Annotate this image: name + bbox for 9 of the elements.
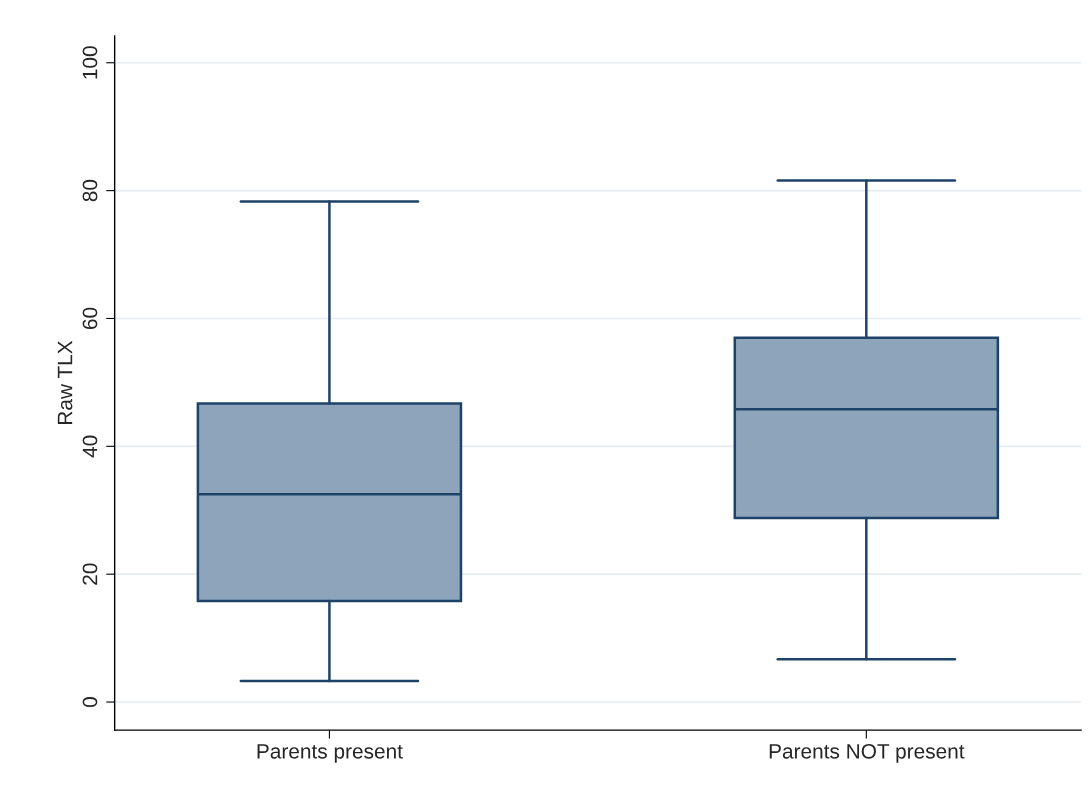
y-tick-label: 80 <box>82 179 98 202</box>
y-tick-label: 0 <box>82 697 98 708</box>
y-tick-label: 40 <box>82 435 98 458</box>
y-tick-label: 20 <box>82 563 98 585</box>
x-tick-label: Parents present <box>257 744 403 763</box>
y-tick-label: 100 <box>82 46 98 79</box>
x-tick-label: Parents NOT present <box>769 743 965 763</box>
y-axis-title: Raw TLX <box>57 340 73 424</box>
y-tick-label: 60 <box>82 307 98 329</box>
